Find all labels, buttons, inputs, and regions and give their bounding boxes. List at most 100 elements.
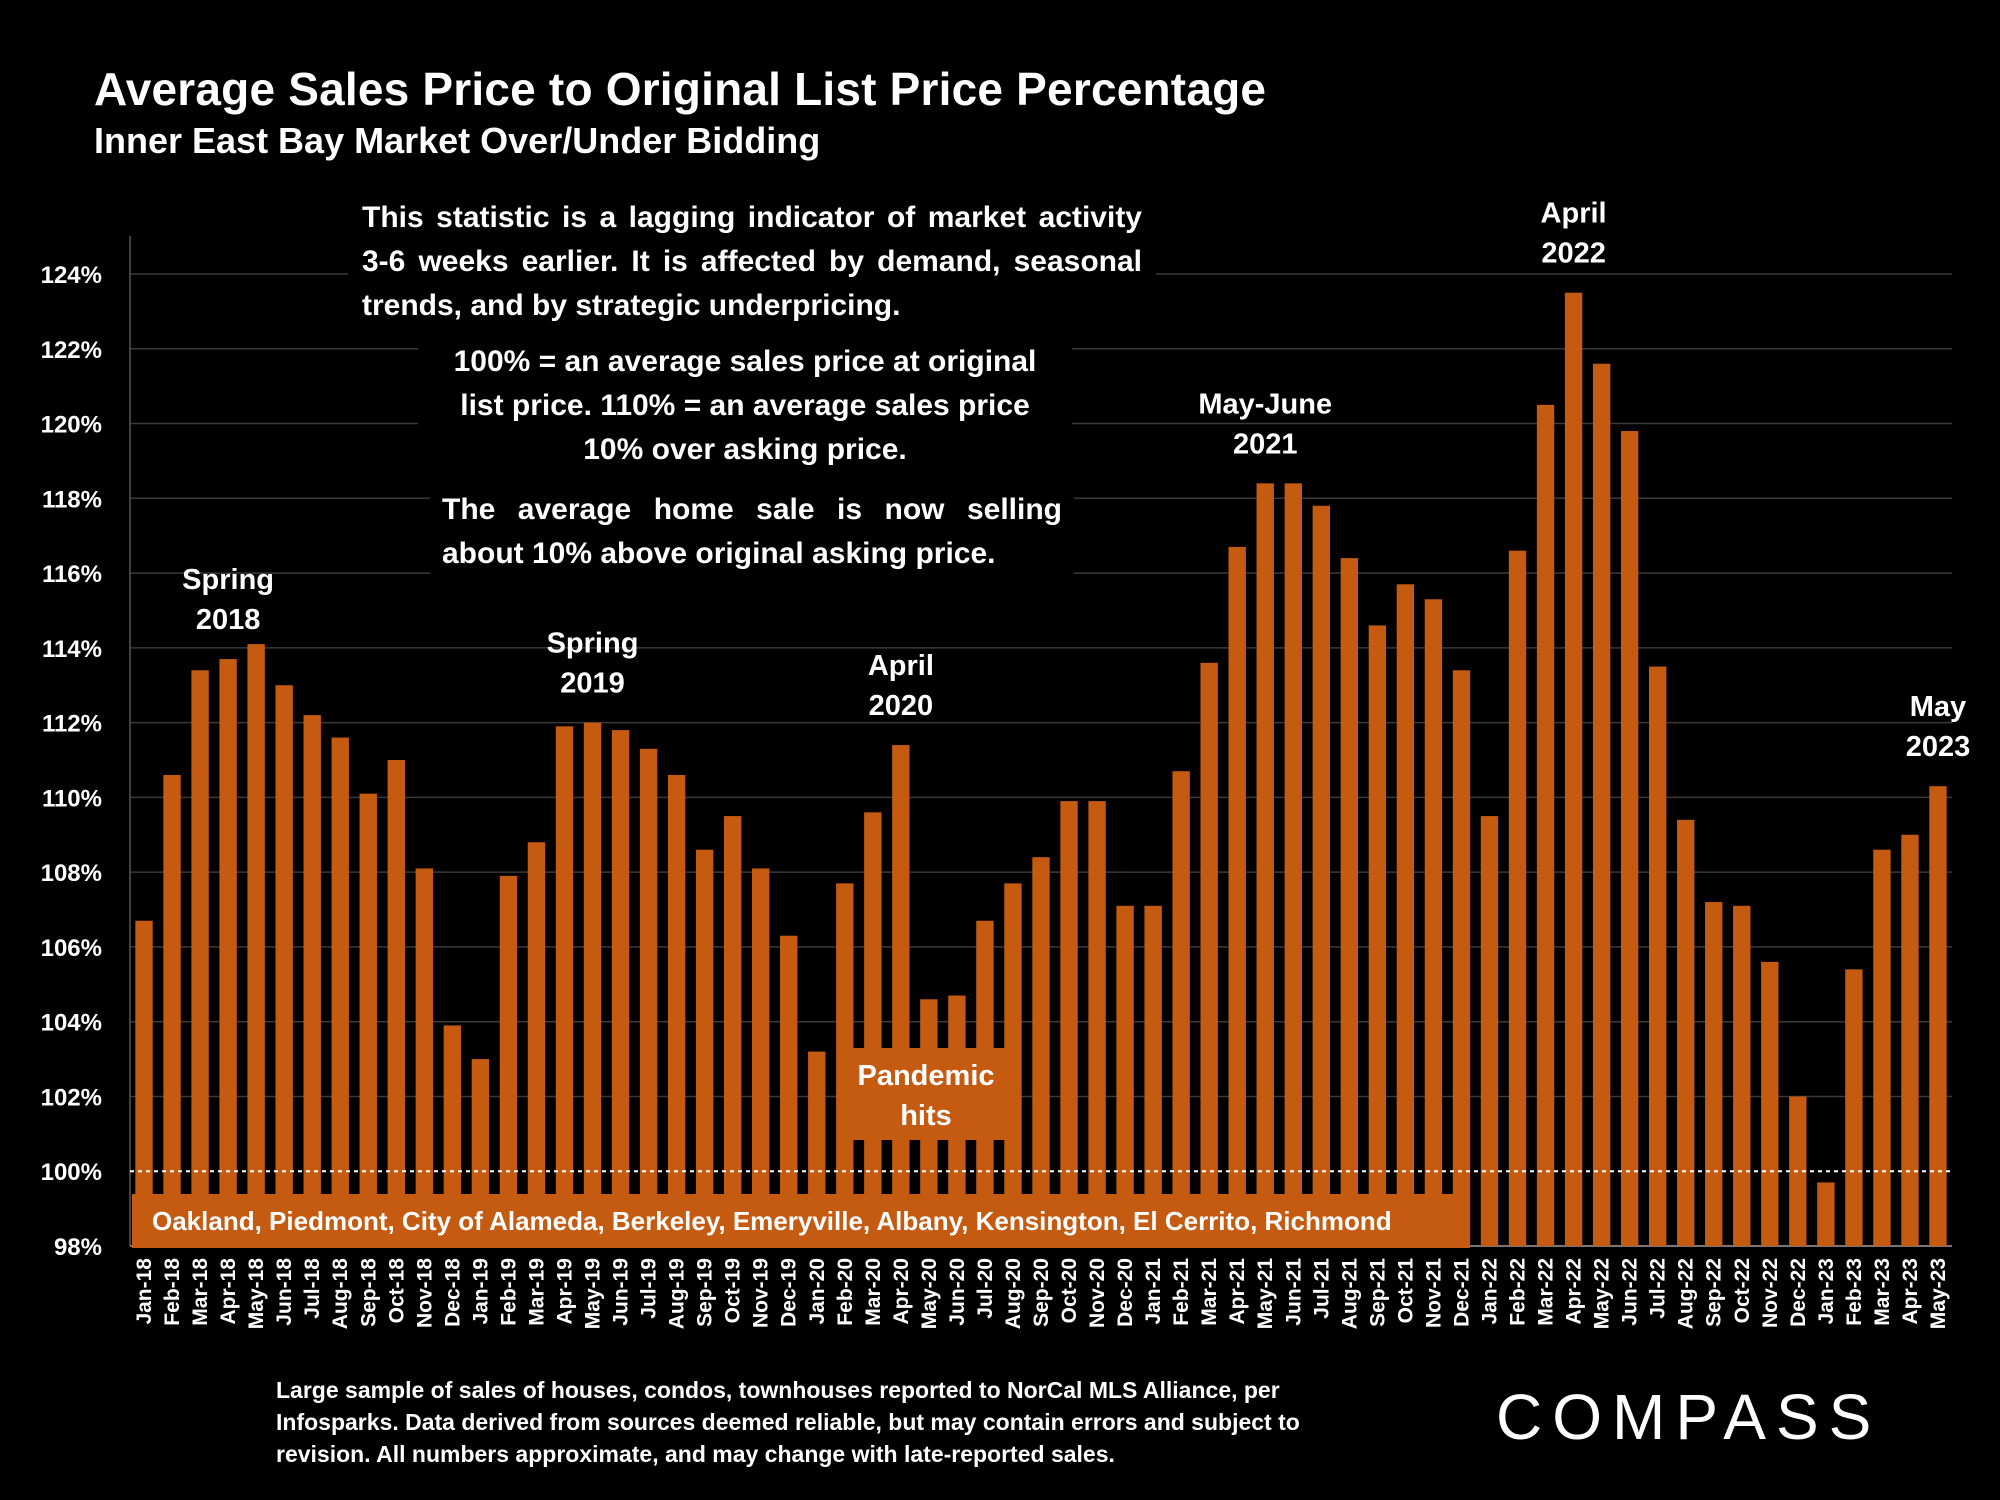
x-tick-label: Feb-20: [834, 1258, 857, 1326]
x-tick-label: Dec-18: [441, 1258, 464, 1327]
x-tick-label: Aug-20: [1002, 1258, 1025, 1329]
x-tick-label: Jun-22: [1619, 1258, 1642, 1326]
x-tick-label: Feb-18: [161, 1258, 184, 1326]
x-tick-label: Apr-19: [553, 1258, 576, 1325]
x-tick-label: Nov-18: [413, 1258, 436, 1328]
x-tick-label: Jan-20: [806, 1258, 829, 1325]
y-tick-label: 102%: [41, 1084, 102, 1111]
x-tick-label: Oct-20: [1058, 1258, 1081, 1323]
annotation-label: Spring: [547, 628, 639, 660]
bar: [387, 760, 405, 1246]
y-tick-label: 106%: [41, 935, 102, 962]
x-tick-label: Mar-21: [1198, 1258, 1221, 1326]
bar: [1817, 1182, 1835, 1246]
x-tick-label: May-20: [918, 1258, 941, 1329]
x-tick-label: Oct-19: [722, 1258, 745, 1323]
annotation-label: 2022: [1541, 238, 1606, 270]
x-tick-label: Mar-20: [862, 1258, 885, 1326]
bar: [723, 816, 742, 1246]
bar: [752, 868, 770, 1246]
bar: [1116, 905, 1134, 1246]
bar: [1424, 599, 1443, 1246]
cities-label: Oakland, Piedmont, City of Alameda, Berk…: [132, 1194, 1470, 1248]
x-tick-label: Aug-21: [1338, 1258, 1361, 1329]
y-tick-label: 114%: [42, 636, 102, 663]
y-tick-label: 108%: [41, 860, 102, 887]
bar: [1032, 857, 1050, 1246]
bar: [1172, 771, 1190, 1246]
bar: [611, 730, 630, 1246]
x-tick-label: Oct-22: [1731, 1258, 1754, 1323]
annotation-label: May-June: [1198, 388, 1332, 420]
bar: [499, 875, 518, 1246]
x-tick-label: Apr-22: [1563, 1258, 1586, 1325]
x-tick-label: Jul-19: [638, 1258, 661, 1319]
x-tick-label: Feb-22: [1507, 1258, 1530, 1326]
annotation-label: May: [1910, 691, 1966, 723]
x-tick-label: Feb-23: [1843, 1258, 1866, 1326]
bar: [1929, 786, 1947, 1246]
bar: [583, 722, 602, 1246]
annotation-label: 2020: [869, 690, 934, 722]
x-tick-label: May-23: [1927, 1258, 1950, 1329]
x-tick-label: Mar-19: [525, 1258, 548, 1326]
bar: [415, 868, 434, 1246]
x-tick-label: Sep-19: [694, 1258, 717, 1327]
x-tick-label: Dec-19: [778, 1258, 801, 1327]
x-tick-label: Nov-19: [750, 1258, 773, 1328]
bar: [1340, 558, 1359, 1246]
note-percentage-explanation: 100% = an average sales price at origina…: [418, 340, 1072, 472]
x-tick-label: Dec-21: [1450, 1258, 1473, 1327]
x-tick-label: Nov-22: [1759, 1258, 1782, 1328]
footer-note: Large sample of sales of houses, condos,…: [276, 1377, 1300, 1467]
y-tick-label: 118%: [42, 486, 102, 513]
x-tick-label: Apr-18: [217, 1258, 240, 1325]
x-tick-label: May-18: [245, 1258, 268, 1330]
bar: [1368, 625, 1387, 1246]
x-tick-label: May-22: [1591, 1258, 1614, 1329]
x-tick-label: Jan-21: [1142, 1258, 1165, 1325]
x-tick-label: Apr-20: [890, 1258, 913, 1325]
bar: [864, 812, 882, 1246]
x-tick-label: Feb-19: [497, 1258, 520, 1326]
bar: [191, 670, 209, 1246]
x-tick-label: Sep-21: [1366, 1258, 1389, 1327]
bar: [443, 1025, 462, 1246]
bar: [1761, 961, 1779, 1246]
bar: [1480, 816, 1499, 1246]
pandemic-label: Pandemic hits: [838, 1048, 1014, 1140]
y-tick-label: 104%: [41, 1010, 102, 1037]
x-tick-label: Aug-18: [329, 1258, 352, 1329]
bar: [1648, 666, 1667, 1246]
x-tick-label: Apr-23: [1899, 1258, 1922, 1325]
y-tick-label: 122%: [41, 337, 102, 364]
bar: [1452, 670, 1471, 1246]
bar: [1508, 550, 1527, 1246]
bar: [1845, 969, 1863, 1246]
bar: [303, 715, 321, 1246]
annotation-label: 2019: [560, 668, 625, 700]
x-tick-label: Mar-23: [1871, 1258, 1894, 1326]
bar: [1677, 819, 1695, 1246]
x-tick-label: Jan-23: [1815, 1258, 1838, 1325]
bar: [1901, 834, 1919, 1246]
x-tick-label: Mar-22: [1535, 1258, 1558, 1326]
y-tick-label: 100%: [41, 1159, 102, 1186]
bar: [1873, 849, 1891, 1246]
x-tick-label: Sep-22: [1703, 1258, 1726, 1327]
x-tick-label: Aug-22: [1675, 1258, 1698, 1329]
bar: [1564, 292, 1583, 1246]
annotation-label: 2021: [1233, 428, 1298, 460]
y-tick-label: 112%: [42, 711, 102, 738]
note-lagging-indicator: This statistic is a lagging indicator of…: [348, 196, 1156, 328]
bar: [1592, 363, 1611, 1246]
annotation-label: 2018: [196, 604, 261, 636]
x-tick-label: Nov-21: [1422, 1258, 1445, 1328]
bar: [780, 935, 798, 1246]
annotation-label: 2023: [1906, 731, 1971, 763]
x-tick-label: Feb-21: [1170, 1258, 1193, 1326]
bar: [667, 774, 686, 1246]
bar: [1200, 662, 1218, 1246]
x-tick-label: Jun-21: [1282, 1258, 1305, 1326]
